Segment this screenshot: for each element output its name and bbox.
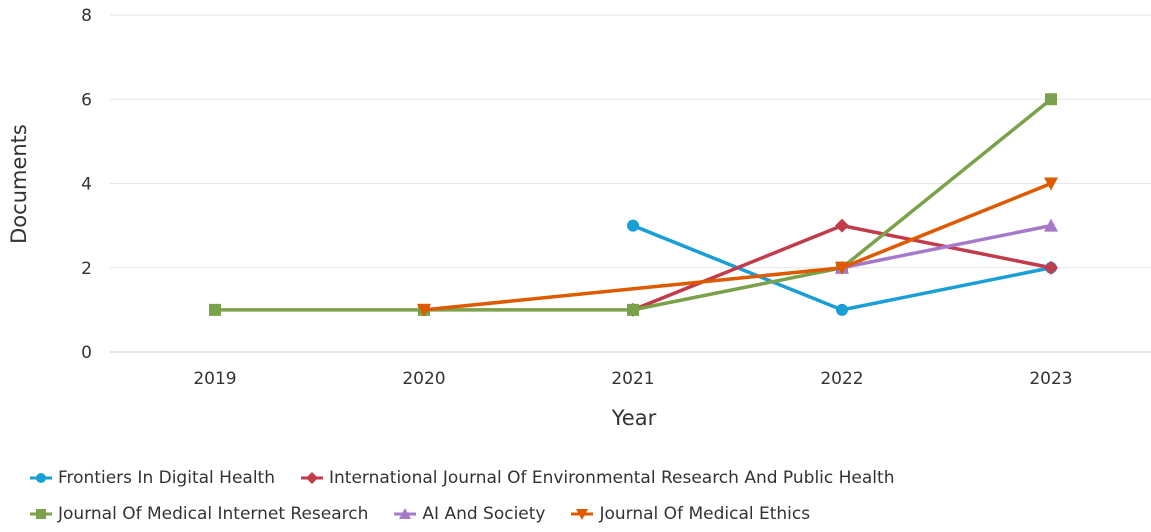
x-tick-label: 2021 — [611, 369, 654, 389]
legend-row: Frontiers In Digital Health International… — [30, 460, 1130, 496]
legend-item[interactable]: Journal Of Medical Ethics — [571, 504, 810, 524]
legend-item[interactable]: AI And Society — [394, 504, 545, 524]
legend-label: AI And Society — [422, 504, 546, 524]
legend: Frontiers In Digital Health International… — [30, 460, 1130, 532]
data-point[interactable] — [1045, 93, 1057, 106]
y-tick-label: 4 — [81, 175, 92, 195]
y-tick-label: 8 — [81, 6, 92, 26]
legend-symbol-icon — [30, 509, 52, 519]
data-point[interactable] — [627, 303, 639, 316]
data-point[interactable] — [1044, 177, 1058, 191]
series-3 — [209, 93, 1057, 316]
x-tick-label: 2019 — [193, 369, 236, 389]
data-point[interactable] — [1044, 218, 1058, 232]
series-5 — [417, 177, 1058, 317]
y-tick-label: 0 — [81, 343, 92, 363]
data-point[interactable] — [417, 303, 431, 317]
data-point[interactable] — [836, 303, 848, 316]
legend-item[interactable]: Frontiers In Digital Health — [30, 468, 275, 488]
gridlines — [110, 14, 1151, 353]
x-tick-label: 2022 — [820, 369, 863, 389]
x-axis-ticks: 2019 2020 2021 2022 2023 — [193, 369, 1072, 389]
series-line — [423, 181, 1052, 312]
series-line — [215, 97, 1053, 312]
legend-row: Journal Of Medical Internet Research AI A… — [30, 496, 1130, 532]
x-axis-title: Year — [611, 406, 657, 430]
legend-symbol-icon — [571, 509, 594, 520]
legend-label: Journal Of Medical Ethics — [599, 504, 811, 524]
x-tick-label: 2020 — [402, 369, 445, 389]
data-point[interactable] — [627, 219, 639, 232]
y-axis-ticks: 0 2 4 6 8 — [81, 6, 92, 363]
legend-symbol-icon — [394, 508, 417, 519]
legend-item[interactable]: Journal Of Medical Internet Research — [30, 504, 368, 524]
y-tick-label: 2 — [81, 259, 92, 279]
legend-symbol-icon — [30, 473, 52, 483]
legend-item[interactable]: International Journal Of Environmental R… — [300, 468, 895, 488]
legend-label: Frontiers In Digital Health — [58, 468, 275, 488]
legend-label: International Journal Of Environmental R… — [328, 468, 895, 488]
series-line — [841, 223, 1052, 270]
data-point[interactable] — [835, 218, 849, 233]
legend-symbol-icon — [300, 472, 323, 484]
y-axis-title: Documents — [7, 124, 31, 244]
y-tick-label: 6 — [81, 90, 92, 110]
x-tick-label: 2023 — [1029, 369, 1072, 389]
data-point[interactable] — [209, 303, 221, 316]
data-point[interactable] — [835, 261, 849, 275]
data-point[interactable] — [1044, 260, 1058, 275]
series-layer — [209, 93, 1058, 317]
legend-label: Journal Of Medical Internet Research — [58, 504, 369, 524]
line-chart: 0 2 4 6 8 2019 2020 2021 2022 2023 Year Document… — [7, 6, 1151, 430]
